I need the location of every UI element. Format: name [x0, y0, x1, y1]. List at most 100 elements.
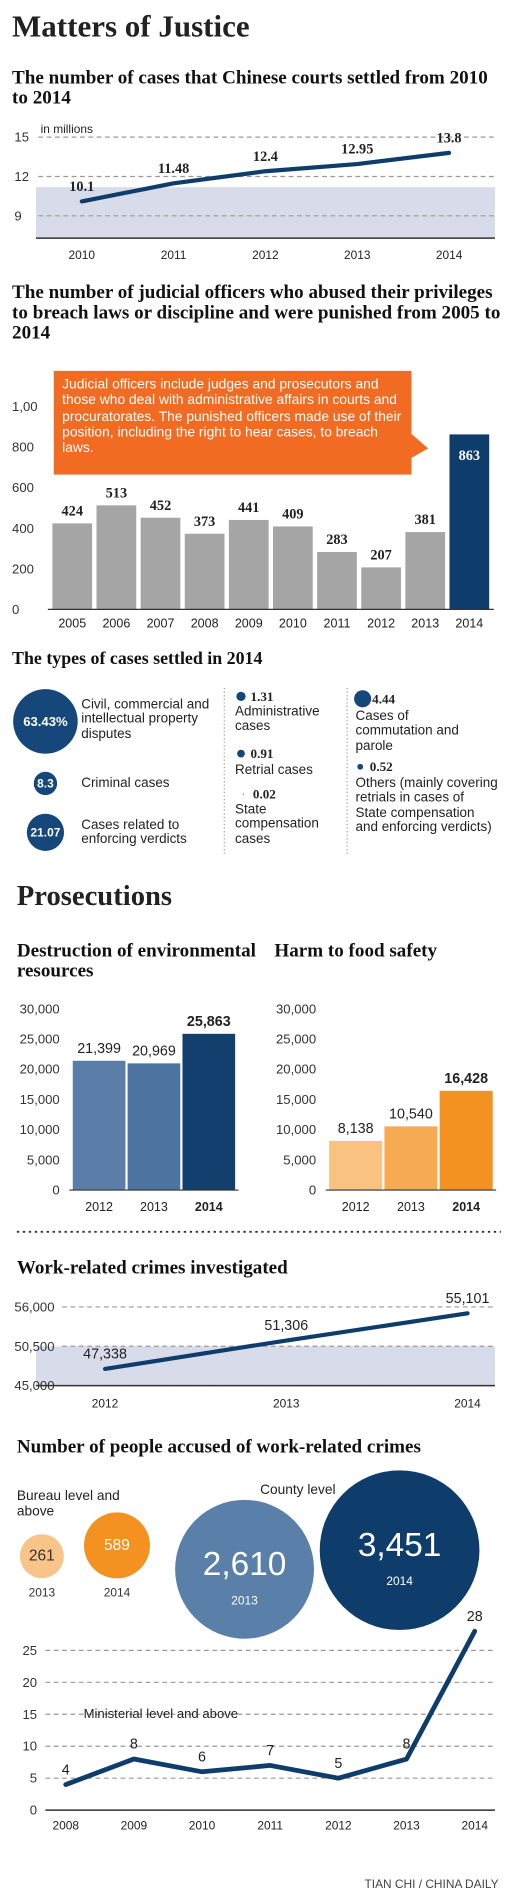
bar — [361, 567, 401, 610]
bar — [273, 526, 313, 610]
y-tick-label: 0 — [12, 602, 19, 617]
category-label-box: Retrial cases — [235, 763, 313, 778]
value-label: 0.02 — [253, 787, 276, 802]
value-label: 261 — [29, 1548, 55, 1565]
value-label: 863 — [459, 448, 480, 464]
value-label: 7 — [266, 1743, 274, 1759]
chart-title: Work-related crimes investigated — [16, 1259, 288, 1279]
section-title: Prosecutions — [17, 881, 172, 912]
x-tick-label: 2014 — [461, 1819, 488, 1833]
category-label-box: Civil, commercial and intellectual prope… — [81, 698, 209, 742]
x-tick-label: 2014 — [195, 1200, 223, 1214]
chart-title: The types of cases settled in 2014 — [12, 651, 263, 669]
x-tick-label: 2006 — [102, 617, 130, 631]
y-tick-label: 10,000 — [276, 1122, 316, 1137]
chart-title-box: Work-related crimes investigated — [16, 1259, 288, 1279]
value-label: 55,101 — [446, 1291, 490, 1307]
annotation-background — [53, 370, 412, 475]
y-tick-label: 15 — [22, 1707, 37, 1722]
x-tick-label: 2009 — [235, 617, 263, 631]
x-tick-label: 2005 — [58, 617, 86, 631]
chart-title: The number of judicial officers who abus… — [12, 283, 501, 343]
y-tick-label: 30,000 — [276, 1001, 316, 1016]
bar — [384, 1126, 438, 1191]
x-tick-label: 2013 — [29, 1585, 56, 1599]
value-label: 12.4 — [253, 149, 278, 165]
x-tick-label: 2014 — [386, 1574, 413, 1588]
value-label: 513 — [106, 485, 127, 501]
value-label: 16,428 — [444, 1071, 488, 1087]
bar — [405, 532, 446, 610]
y-tick-label: 30,000 — [20, 1001, 60, 1016]
value-label: 452 — [150, 498, 171, 514]
y-tick-label: 10,000 — [20, 1122, 60, 1137]
bubble — [19, 1534, 64, 1579]
category-label-box: Administrative cases — [235, 705, 320, 734]
line — [79, 150, 452, 204]
value-label: 8.3 — [37, 776, 54, 790]
y-tick-label: 45,000 — [14, 1378, 54, 1393]
case-circle — [357, 763, 364, 770]
value-label: 2,610 — [203, 1546, 287, 1583]
y-tick-label: 15,000 — [20, 1092, 60, 1107]
chart-title: Number of people accused of work-related… — [16, 1438, 421, 1458]
value-label: 28 — [467, 1609, 483, 1625]
category-label-box: Cases of commutation and parole — [355, 710, 458, 754]
x-tick-label: 2014 — [104, 1586, 131, 1600]
value-label: 1.31 — [251, 689, 274, 704]
bar — [449, 434, 490, 610]
y-tick-label: 15,000 — [276, 1092, 316, 1107]
series-label-box: County level — [260, 1483, 336, 1498]
x-tick-label: 2014 — [436, 248, 463, 262]
case-circle — [242, 793, 244, 795]
value-label: 8 — [130, 1737, 138, 1753]
y-tick-label: 200 — [12, 561, 34, 576]
chart-title-box: The number of cases that Chinese courts … — [12, 69, 488, 108]
value-label: 11.48 — [158, 161, 189, 177]
x-tick-label: 2011 — [324, 617, 351, 631]
annotation-box: Judicial officers include judges and pro… — [62, 377, 401, 456]
bar — [182, 1033, 236, 1191]
value-label: 5 — [334, 1756, 342, 1772]
line — [63, 1628, 478, 1787]
y-tick-label: 25 — [22, 1643, 37, 1658]
value-label: 4 — [62, 1762, 70, 1778]
category-label: Retrial cases — [235, 763, 313, 778]
value-label: 10.1 — [69, 179, 94, 195]
chart-title-box: The types of cases settled in 2014 — [12, 651, 263, 669]
y-tick-label: 5 — [30, 1771, 37, 1786]
page-title: Matters of Justice — [12, 9, 250, 44]
y-tick-label: 1,00 — [12, 399, 38, 414]
value-label: 441 — [238, 500, 259, 516]
source: TIAN CHI / CHINA DAILY — [364, 1877, 498, 1891]
y-tick-label: 5,000 — [27, 1152, 60, 1167]
y-tick-label: 25,000 — [20, 1032, 60, 1047]
case-circle — [237, 749, 245, 758]
value-label: 20,969 — [132, 1043, 176, 1059]
chart-subtitle: Ministerial level and above — [84, 1706, 238, 1721]
y-tick-label: 10 — [22, 1739, 37, 1754]
value-label: 51,306 — [264, 1318, 308, 1334]
y-tick-label: 5,000 — [283, 1152, 316, 1167]
chart-title-box: Number of people accused of work-related… — [16, 1438, 421, 1458]
value-label: 47,338 — [83, 1347, 127, 1363]
series-label: County level — [260, 1483, 336, 1498]
bar — [329, 1140, 383, 1191]
bar — [184, 533, 225, 610]
x-tick-label: 2013 — [344, 248, 371, 262]
x-tick-label: 2013 — [140, 1200, 168, 1214]
y-tick-label: 9 — [14, 208, 21, 223]
y-tick-label: 800 — [12, 440, 34, 455]
x-tick-label: 2013 — [397, 1200, 425, 1214]
y-tick-label: 0 — [52, 1183, 59, 1198]
x-tick-label: 2012 — [367, 617, 395, 631]
x-tick-label: 2012 — [92, 1397, 119, 1411]
value-label: 589 — [104, 1537, 130, 1554]
bubble — [83, 1512, 150, 1579]
bubble — [175, 1499, 315, 1639]
value-label: 21.07 — [31, 825, 61, 839]
value-label: 207 — [370, 547, 391, 563]
chart-title-box: The number of judicial officers who abus… — [12, 283, 501, 343]
case-circle — [236, 691, 246, 702]
